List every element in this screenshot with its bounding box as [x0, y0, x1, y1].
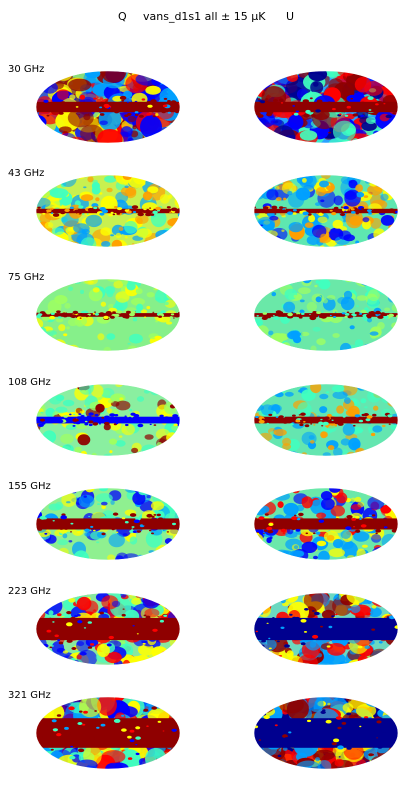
frequency-label: 155 GHz	[8, 481, 51, 492]
frequency-row: 155 GHz	[0, 481, 415, 581]
q-mollweide-map	[35, 70, 181, 144]
u-mollweide-map	[253, 70, 399, 144]
frequency-label: 321 GHz	[8, 690, 51, 701]
u-mollweide-map	[253, 487, 399, 561]
frequency-row: 108 GHz	[0, 377, 415, 477]
q-mollweide-map	[35, 278, 181, 352]
u-mollweide-map	[253, 174, 399, 248]
q-mollweide-map	[35, 696, 181, 770]
u-mollweide-map	[253, 383, 399, 457]
frequency-row: 30 GHz	[0, 64, 415, 164]
stokes-u-label: U	[286, 10, 295, 23]
u-mollweide-map	[253, 696, 399, 770]
q-mollweide-map	[35, 487, 181, 561]
u-mollweide-map	[253, 278, 399, 352]
frequency-row: 75 GHz	[0, 272, 415, 372]
frequency-label: 30 GHz	[8, 64, 45, 75]
frequency-row: 43 GHz	[0, 168, 415, 268]
figure-header: Q vans_d1s1 all ± 15 µK U	[0, 10, 415, 26]
stokes-q-label: Q	[118, 10, 127, 23]
frequency-row: 223 GHz	[0, 586, 415, 686]
q-mollweide-map	[35, 592, 181, 666]
frequency-label: 43 GHz	[8, 168, 45, 179]
q-mollweide-map	[35, 383, 181, 457]
q-mollweide-map	[35, 174, 181, 248]
u-mollweide-map	[253, 592, 399, 666]
frequency-row: 321 GHz	[0, 690, 415, 790]
frequency-label: 75 GHz	[8, 272, 45, 283]
figure-title: vans_d1s1 all ± 15 µK	[143, 10, 266, 23]
frequency-label: 223 GHz	[8, 586, 51, 597]
frequency-label: 108 GHz	[8, 377, 51, 388]
